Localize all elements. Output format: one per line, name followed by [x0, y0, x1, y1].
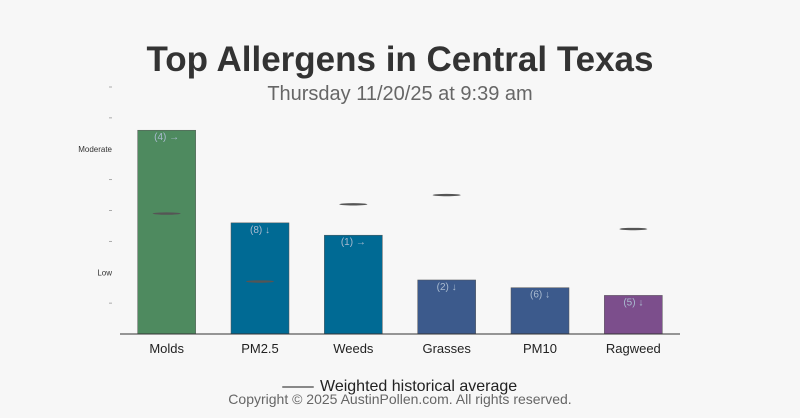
x-tick-label: PM10 [523, 341, 557, 356]
historical-average-mark [432, 193, 461, 197]
bar-data-label: (2) ↓ [437, 282, 457, 293]
bar-data-label: (1) → [341, 237, 366, 248]
bars: (4) → (8) ↓ (1) → (2) ↓ (6) ↓ (5) ↓ [137, 129, 663, 335]
y-tick-label: Moderate [78, 145, 112, 154]
bar-data-label: (6) ↓ [530, 290, 550, 301]
x-tick-label: Ragweed [606, 341, 661, 356]
bar-data-label: (5) ↓ [623, 297, 643, 308]
x-tick-label: Molds [149, 341, 184, 356]
bar-pm10 [510, 287, 570, 335]
y-axis: Low Moderate [78, 86, 113, 304]
historical-average-marks [152, 193, 648, 283]
bar-data-label: (8) ↓ [250, 225, 270, 236]
bar-grasses [417, 279, 476, 335]
legend-line-swatch [282, 386, 314, 388]
chart-title: Top Allergens in Central Texas [146, 40, 654, 79]
copyright-text: Copyright © 2025 AustinPollen.com. All r… [228, 391, 572, 407]
bar-molds [137, 129, 196, 335]
y-tick-label: Low [97, 268, 112, 277]
legend-label: Weighted historical average [320, 378, 518, 395]
historical-average-mark [152, 212, 181, 215]
legend: Weighted historical average [282, 378, 517, 396]
x-axis: Molds PM2.5 Weeds Grasses PM10 Ragweed [120, 333, 680, 356]
bar-data-label: (4) → [154, 132, 179, 143]
x-tick-label: Weeds [333, 341, 374, 356]
historical-average-mark [619, 227, 648, 231]
bar-pm25 [230, 222, 290, 335]
x-tick-label: PM2.5 [241, 341, 279, 356]
bar-weeds [324, 234, 383, 335]
historical-average-mark [246, 280, 274, 283]
x-tick-label: Grasses [422, 341, 471, 356]
bar-ragweed [604, 295, 663, 335]
chart-subtitle: Thursday 11/20/25 at 9:39 am [267, 83, 533, 105]
historical-average-mark [339, 203, 368, 206]
